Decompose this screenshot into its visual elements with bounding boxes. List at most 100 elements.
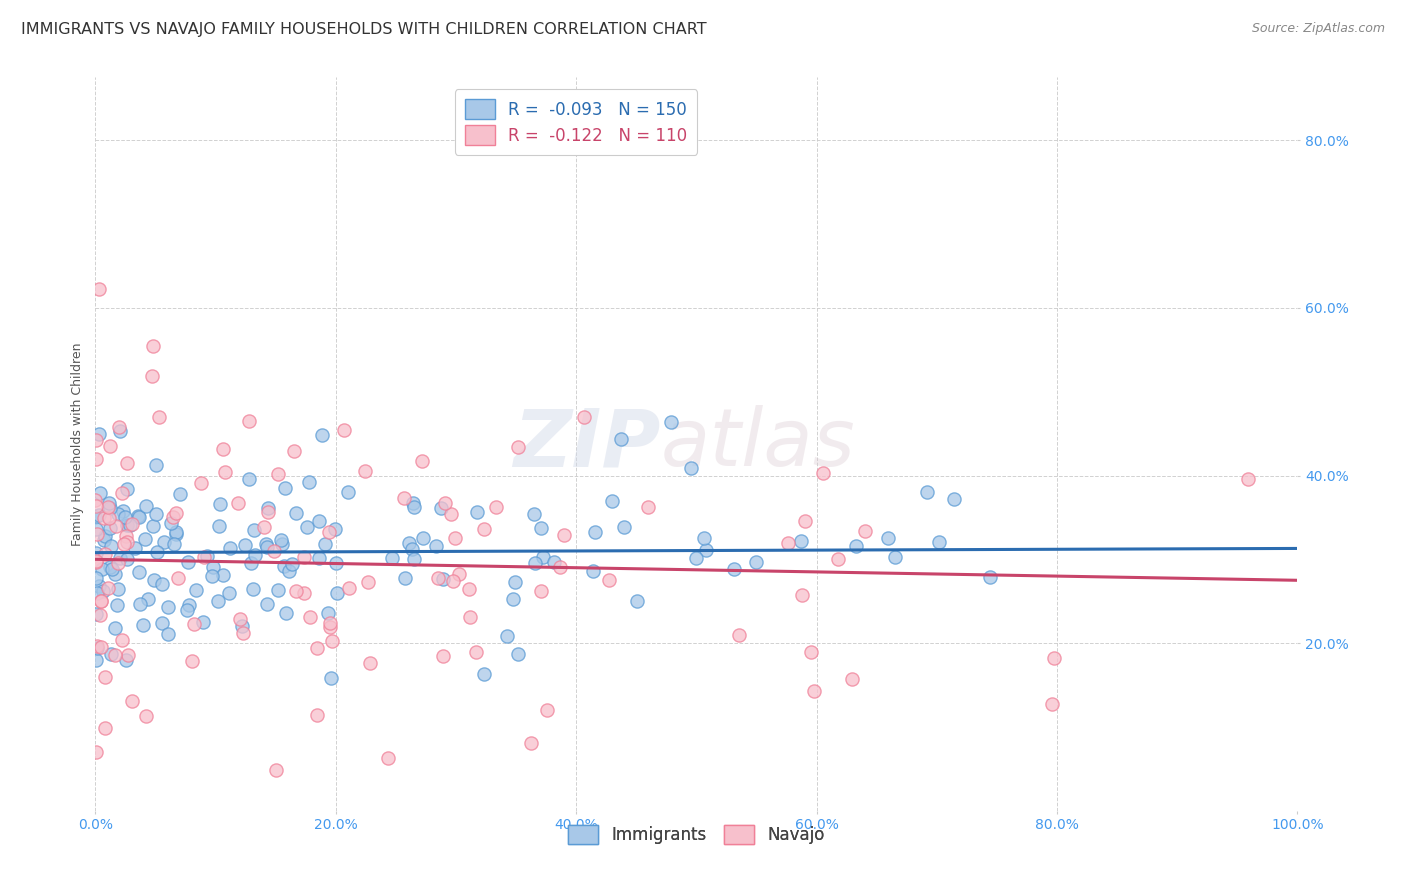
Point xyxy=(434,496,457,510)
Point xyxy=(121,694,143,708)
Point xyxy=(86,639,108,653)
Point xyxy=(169,487,191,501)
Point xyxy=(402,500,425,514)
Point xyxy=(145,507,167,521)
Text: ZIP: ZIP xyxy=(513,405,661,483)
Point xyxy=(776,536,799,550)
Point xyxy=(298,610,321,624)
Point xyxy=(108,550,131,565)
Point xyxy=(98,439,121,453)
Point xyxy=(693,531,716,545)
Point xyxy=(506,647,529,661)
Point xyxy=(308,514,330,528)
Point xyxy=(332,424,354,438)
Point xyxy=(165,506,187,520)
Point xyxy=(104,621,127,635)
Point xyxy=(184,582,207,597)
Point xyxy=(132,618,155,632)
Point xyxy=(465,505,488,519)
Point xyxy=(100,539,122,553)
Point xyxy=(231,619,253,633)
Point xyxy=(108,424,131,438)
Point xyxy=(270,537,292,551)
Point xyxy=(447,566,470,581)
Point xyxy=(257,500,280,515)
Point xyxy=(98,560,121,574)
Point xyxy=(107,582,129,596)
Point xyxy=(432,649,454,664)
Point xyxy=(314,537,336,551)
Point xyxy=(107,556,129,570)
Point xyxy=(162,509,184,524)
Point xyxy=(152,535,174,549)
Point xyxy=(283,443,305,458)
Point xyxy=(145,458,167,473)
Point xyxy=(827,552,849,566)
Point xyxy=(242,582,264,596)
Point xyxy=(337,581,360,595)
Point xyxy=(135,499,157,513)
Point xyxy=(84,510,107,524)
Point xyxy=(212,567,235,582)
Point xyxy=(219,541,242,555)
Point xyxy=(928,535,950,549)
Point xyxy=(243,523,266,537)
Point xyxy=(98,511,121,525)
Point xyxy=(543,555,565,569)
Point xyxy=(254,537,277,551)
Point xyxy=(285,583,308,598)
Point xyxy=(877,531,900,545)
Point xyxy=(524,556,547,570)
Point xyxy=(114,509,136,524)
Point xyxy=(226,496,249,510)
Point xyxy=(100,648,122,662)
Point xyxy=(232,626,254,640)
Point xyxy=(84,492,107,507)
Point xyxy=(157,627,180,641)
Point xyxy=(90,594,112,608)
Point xyxy=(202,560,225,574)
Point xyxy=(458,582,481,596)
Point xyxy=(610,432,633,446)
Point xyxy=(84,746,107,760)
Point xyxy=(548,559,571,574)
Point xyxy=(89,607,111,622)
Point xyxy=(357,574,380,589)
Point xyxy=(432,572,454,586)
Point xyxy=(142,519,165,533)
Point xyxy=(134,533,156,547)
Point xyxy=(336,484,359,499)
Point xyxy=(103,566,125,581)
Point xyxy=(128,565,150,579)
Point xyxy=(264,763,287,777)
Point xyxy=(104,519,127,533)
Point xyxy=(94,529,117,543)
Point xyxy=(793,514,815,528)
Point xyxy=(197,549,219,564)
Point xyxy=(91,584,114,599)
Point xyxy=(270,533,292,548)
Point xyxy=(745,555,768,569)
Point xyxy=(472,666,495,681)
Point xyxy=(256,597,278,611)
Point xyxy=(256,541,278,555)
Point xyxy=(485,500,508,514)
Point xyxy=(84,522,107,536)
Point xyxy=(238,414,260,428)
Point xyxy=(281,558,304,572)
Point xyxy=(685,550,707,565)
Point xyxy=(124,541,146,555)
Point xyxy=(523,507,546,521)
Point xyxy=(86,527,108,541)
Point xyxy=(380,551,402,566)
Point xyxy=(311,427,333,442)
Point xyxy=(979,569,1001,583)
Point xyxy=(111,633,134,648)
Point xyxy=(803,684,825,698)
Point xyxy=(163,537,186,551)
Point xyxy=(430,500,453,515)
Point xyxy=(377,751,399,765)
Point xyxy=(723,562,745,576)
Point xyxy=(86,641,108,656)
Point xyxy=(444,531,467,545)
